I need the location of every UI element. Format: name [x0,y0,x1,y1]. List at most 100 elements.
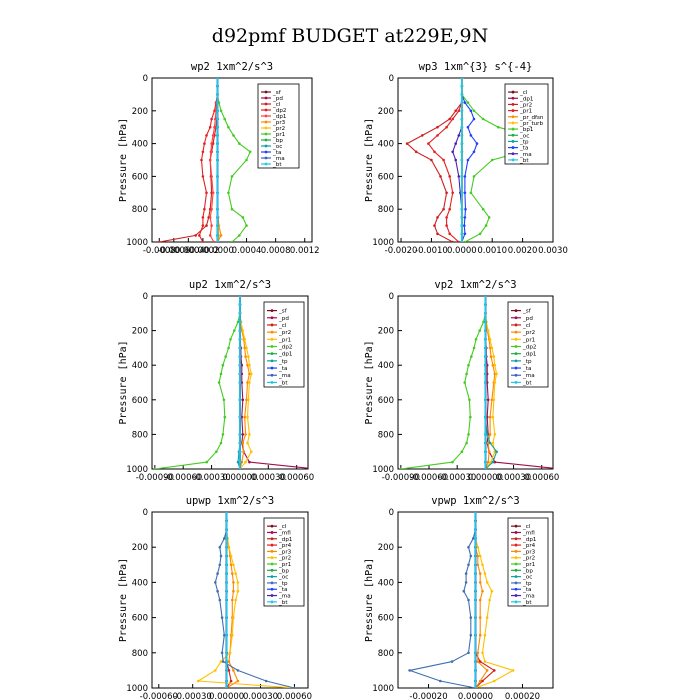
legend-label: _sf [272,90,282,96]
data-point [486,441,490,445]
data-point [236,589,240,593]
data-point [481,679,484,683]
x-tick-label: 0.00060 [279,473,314,483]
data-point [445,224,448,227]
plot-frame [397,77,554,243]
data-point [232,669,235,672]
data-point [460,232,464,236]
data-point [476,545,480,549]
series-line-tp [214,512,295,688]
legend-marker [514,600,518,604]
data-point [457,134,461,137]
legend-box [507,301,549,388]
data-point [236,679,240,683]
data-point [241,441,245,445]
data-point [491,441,495,445]
data-point [229,554,233,558]
series-line-dp2 [400,296,486,469]
data-point [214,669,217,672]
data-point [243,415,246,419]
data-point [457,175,461,178]
legend-label: _pr2 [278,330,291,336]
data-point [463,191,467,195]
legend-label: _tp [278,581,288,587]
data-point [216,84,219,88]
legend-label: _dp1 [272,114,287,120]
legend-label: _dp1 [519,96,534,102]
data-point [414,150,418,154]
data-point [484,450,487,454]
legend-marker [270,345,274,348]
y-tick-label: 600 [132,614,148,624]
data-point [442,158,445,162]
legend-label: _ta [522,366,531,372]
data-point [466,158,470,162]
data-point [238,450,242,454]
legend-label: _tp [522,581,532,587]
series-group [158,78,252,242]
data-point [216,142,219,145]
legend: _cl_dp1_pr2_pr1_pr_dfsn_pr_turb_bp1_oc_t… [504,83,549,165]
data-point [491,460,495,464]
data-point [489,355,493,358]
legend-label: _ma [522,594,535,600]
legend-marker [270,600,274,604]
data-point [495,372,498,376]
x-tick-label: 0.0008 [261,246,291,256]
data-point [474,554,477,558]
data-point [198,234,201,237]
y-tick-label: 200 [378,543,394,553]
legend-label: _ta [272,150,281,156]
data-point [225,669,228,672]
data-point [488,598,491,602]
x-tick-label: 0.00000 [468,473,503,483]
legend-marker [514,594,518,597]
legend-marker [270,587,274,591]
y-tick-label: 600 [378,396,394,406]
legend-marker [514,575,518,579]
data-point [314,468,317,471]
data-point [484,363,487,367]
y-tick-label: 400 [378,140,394,150]
legend-marker [511,152,515,156]
series-line-pr2 [196,512,295,688]
data-point [474,519,477,523]
legend-marker [514,345,518,348]
data-point [485,669,489,672]
data-point [484,346,487,350]
y-tick-label: 0 [389,292,394,302]
x-tick-label: 0.00000 [209,692,244,700]
data-point [463,240,467,242]
data-point [467,598,470,602]
y-tick-label: 400 [132,578,148,588]
data-point [454,109,458,113]
data-point [484,312,487,315]
legend-label: _dp2 [522,345,536,351]
legend-marker [270,575,274,579]
legend-marker [270,330,274,334]
legend-marker [270,531,274,534]
data-point [238,467,242,469]
data-point [433,224,436,227]
data-point [470,355,473,358]
data-point [244,355,247,358]
data-point [464,207,467,211]
y-tick-label: 600 [132,172,148,182]
data-point [488,338,492,341]
data-point [493,363,497,367]
data-point [469,616,473,619]
legend-label: _bt [272,162,282,168]
panel-title: up2 1xm^2/s^3 [189,279,271,291]
data-point [203,142,206,145]
data-point [451,150,455,154]
data-point [451,191,455,195]
legend-label: _pd [278,316,289,322]
data-point [230,175,234,178]
data-point [225,572,228,575]
data-point [225,616,228,619]
data-point [203,207,206,211]
data-point [225,545,228,549]
data-point [200,158,203,162]
data-point [399,467,403,469]
legend-marker [514,556,518,560]
